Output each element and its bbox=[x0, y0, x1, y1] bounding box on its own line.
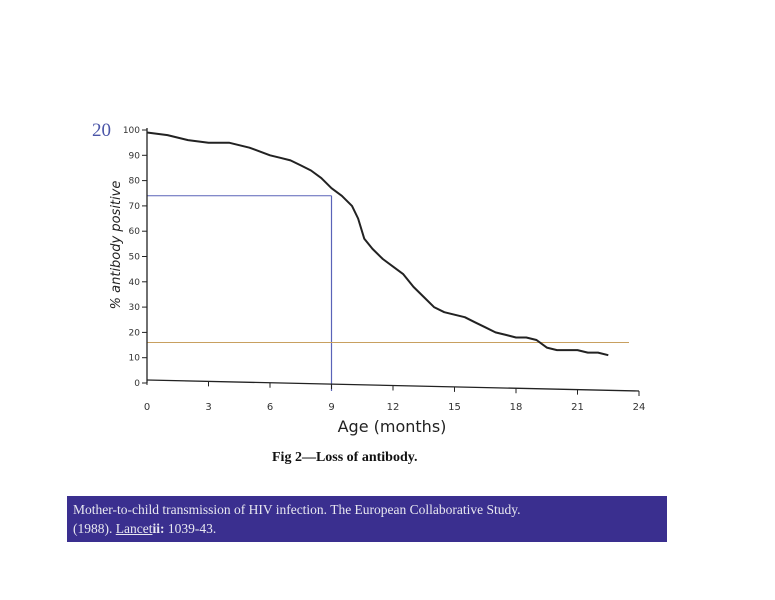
x-tick-label: 15 bbox=[448, 402, 461, 413]
x-tick-label: 6 bbox=[267, 402, 273, 413]
y-tick-label: 30 bbox=[129, 303, 141, 313]
x-tick-label: 3 bbox=[205, 402, 211, 413]
x-tick-label: 0 bbox=[144, 402, 150, 413]
y-tick-label: 10 bbox=[129, 354, 141, 364]
reference-lines bbox=[147, 195, 629, 391]
chart-axes bbox=[142, 128, 640, 396]
y-tick-label: 80 bbox=[129, 177, 141, 187]
curve-group bbox=[146, 131, 609, 357]
y-tick-label: 0 bbox=[134, 379, 140, 389]
slide-number: 20 bbox=[92, 120, 111, 141]
x-tick-label: 24 bbox=[633, 402, 646, 413]
x-axis-title: Age (months) bbox=[338, 417, 447, 436]
x-tick-label: 21 bbox=[571, 402, 584, 413]
citation-volume: ii: bbox=[152, 521, 165, 536]
axis-labels: 0 10 20 30 40 50 60 70 80 90 100 0 3 6 9 12 15 18 21 24 Age … bbox=[109, 126, 645, 436]
y-tick-label: 40 bbox=[129, 278, 141, 288]
citation-box: Mother-to-child transmission of HIV infe… bbox=[67, 496, 667, 542]
y-tick-label: 50 bbox=[129, 253, 141, 263]
y-tick-label: 90 bbox=[129, 151, 141, 161]
x-tick-label: 18 bbox=[510, 402, 523, 413]
y-tick-label: 100 bbox=[123, 126, 140, 136]
citation-journal: Lancet bbox=[115, 521, 153, 536]
antibody-curve bbox=[146, 131, 609, 357]
figure-caption: Fig 2—Loss of antibody. bbox=[272, 450, 418, 465]
x-tick-label: 12 bbox=[387, 402, 400, 413]
y-tick-label: 60 bbox=[129, 227, 141, 237]
citation-pages: 1039-43. bbox=[164, 521, 217, 536]
y-axis-title: % antibody positive bbox=[109, 181, 124, 310]
citation-year: (1988). bbox=[73, 521, 116, 536]
citation-line-2: (1988). Lancetii: 1039-43. bbox=[73, 519, 661, 538]
y-tick-label: 20 bbox=[129, 328, 141, 338]
x-tick-label: 9 bbox=[328, 402, 334, 413]
citation-line-1: Mother-to-child transmission of HIV infe… bbox=[73, 502, 521, 517]
y-tick-label: 70 bbox=[129, 202, 141, 212]
